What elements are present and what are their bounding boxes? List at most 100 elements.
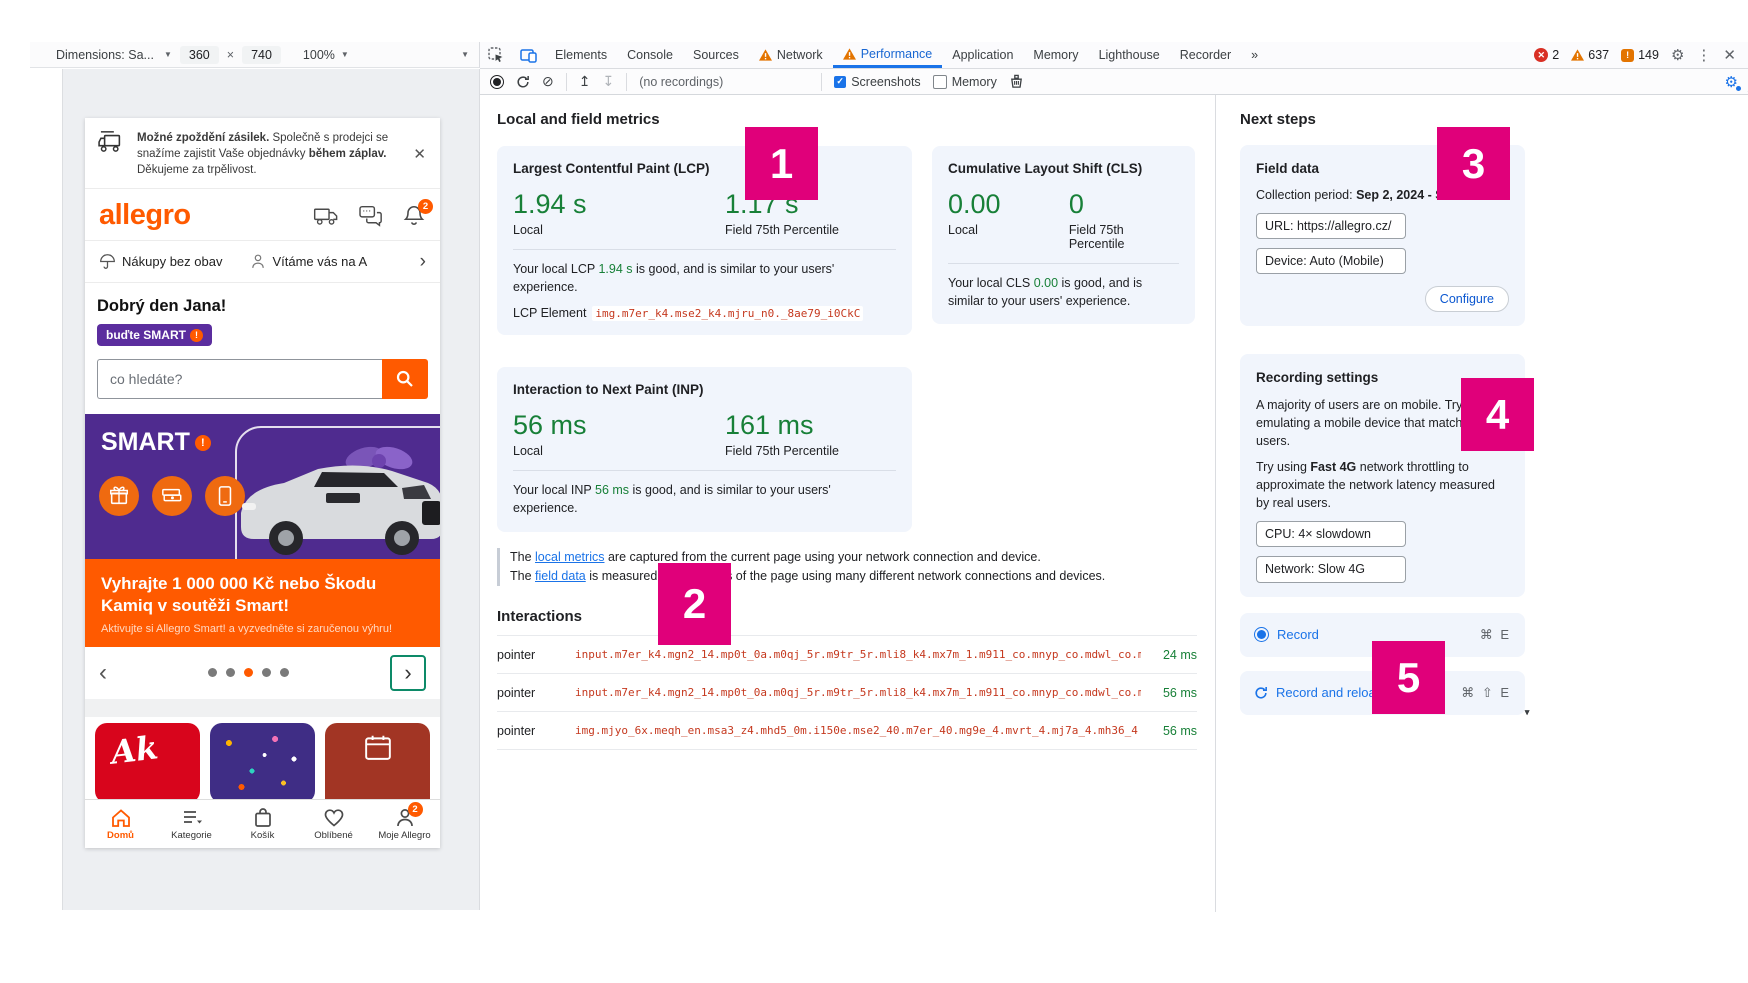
error-count-badge[interactable]: ✕ 2	[1534, 48, 1559, 62]
nav-item-home[interactable]: Domů	[85, 800, 156, 848]
inp-field-label: Field 75th Percentile	[725, 444, 839, 459]
tab-lighthouse[interactable]: Lighthouse	[1098, 48, 1160, 62]
search-bar	[97, 359, 428, 400]
table-row[interactable]: pointer input.m7er_k4.mgn2_14.mp0t_0a.m0…	[497, 635, 1197, 673]
lcp-element-selector[interactable]: img.m7er_k4.mse2_k4.mjru_n0._8ae79_i0CkC	[592, 306, 864, 322]
table-row[interactable]: pointer img.mjyo_6x.meqh_en.msa3_z4.mhd5…	[497, 711, 1197, 751]
notifications-bell-icon[interactable]: 2	[402, 198, 433, 228]
carousel-dot-active[interactable]	[244, 668, 253, 678]
carousel-next-button[interactable]: ›	[390, 654, 426, 691]
promo-tile[interactable]: Ak	[95, 722, 200, 803]
url-select[interactable]: URL: https://allegro.cz/ ▼	[1256, 212, 1531, 717]
interaction-selector[interactable]: img.mjyo_6x.meqh_en.msa3_z4.mhd5_0m.i150…	[575, 724, 1138, 738]
device-toolbar-more-icon[interactable]: ▼	[461, 50, 469, 59]
promo-tile[interactable]	[325, 722, 430, 813]
tab-performance[interactable]: Performance	[832, 42, 943, 68]
carousel-dot[interactable]	[226, 668, 235, 678]
device-select[interactable]: Dimensions: Sa...	[56, 47, 154, 62]
allegro-logo[interactable]: allegro	[99, 199, 191, 232]
settings-gear-icon[interactable]: ⚙	[1670, 47, 1685, 64]
record-reload-shortcut: ⌘ ⇧ E	[1461, 684, 1511, 700]
buyer-protection-link[interactable]: Nákupy bez obav	[122, 254, 223, 270]
tab-network[interactable]: Network	[749, 42, 833, 68]
smart-promo-banner[interactable]: SMART !	[85, 414, 440, 647]
upload-profile-icon[interactable]: ↥	[578, 73, 591, 89]
field-data-link[interactable]: field data	[535, 568, 586, 583]
next-steps-heading: Next steps	[1240, 111, 1316, 128]
viewport-height-input[interactable]: 740	[242, 45, 281, 64]
cpu-throttle-select[interactable]: CPU: 4× slowdown ▼	[1256, 521, 1531, 717]
calendar-icon	[364, 735, 391, 760]
device-mode-icon[interactable]	[512, 42, 545, 68]
tab-sources[interactable]: Sources	[692, 48, 739, 62]
issues-count-badge[interactable]: ! 149	[1621, 48, 1659, 62]
carousel-prev-icon[interactable]: ‹	[99, 658, 107, 686]
close-devtools-icon[interactable]: ✕	[1723, 47, 1736, 64]
delivery-truck-icon[interactable]	[313, 205, 340, 227]
services-row: Nákupy bez obav Vítáme vás na A ›	[85, 240, 440, 284]
memory-checkbox[interactable]: Memory	[932, 74, 997, 89]
nav-item-cart[interactable]: Košík	[227, 800, 298, 848]
recordings-select[interactable]: (no recordings) ▼	[639, 75, 1748, 99]
nav-item-categories[interactable]: Kategorie	[156, 800, 227, 848]
inp-title: Interaction to Next Paint (INP)	[513, 382, 704, 398]
configure-button[interactable]: Configure	[1424, 285, 1509, 312]
carousel-dot[interactable]	[208, 668, 217, 678]
device-select[interactable]: Device: Auto (Mobile) ▼	[1256, 247, 1531, 717]
clear-icon[interactable]: ⊘	[542, 73, 554, 89]
annotation-box-4: 4	[1461, 378, 1534, 451]
record-and-reload-icon[interactable]	[516, 75, 530, 89]
messages-icon[interactable]	[358, 205, 384, 227]
promo-tile[interactable]	[210, 722, 315, 803]
collect-garbage-icon[interactable]	[1009, 74, 1024, 89]
search-button[interactable]	[382, 359, 428, 400]
tab-memory[interactable]: Memory	[1033, 48, 1079, 62]
inp-field-value: 161 ms	[725, 410, 814, 441]
welcome-link[interactable]: Vítáme vás na A	[250, 253, 367, 270]
close-icon[interactable]: ✕	[413, 146, 426, 164]
performance-settings-gear-icon[interactable]: ⚙	[1724, 73, 1742, 91]
more-tabs-button[interactable]: »	[1251, 48, 1259, 62]
chevron-down-icon: ▼	[1523, 707, 1531, 717]
interactions-heading: Interactions	[497, 608, 583, 626]
inspect-element-icon[interactable]	[480, 42, 512, 68]
promo-tiles: Ak	[85, 717, 440, 813]
cls-title: Cumulative Layout Shift (CLS)	[948, 161, 1143, 176]
tab-console[interactable]: Console	[627, 48, 673, 62]
chevron-right-icon[interactable]: ›	[419, 251, 426, 273]
cls-description: Your local CLS 0.00 is good, and is simi…	[948, 276, 1143, 309]
warning-count-badge[interactable]: 637	[1571, 48, 1609, 62]
carousel-dot[interactable]	[262, 668, 271, 678]
record-icon[interactable]	[490, 74, 504, 89]
table-row[interactable]: pointer input.m7er_k4.mgn2_14.mp0t_0a.m0…	[497, 673, 1197, 711]
bottom-navigation: Domů Kategorie Košík Oblíbené 2 Moje All…	[85, 799, 440, 848]
local-metrics-link[interactable]: local metrics	[535, 549, 605, 564]
card-divider	[513, 249, 896, 250]
download-profile-icon: ↧	[602, 73, 615, 89]
network-throttle-select[interactable]: Network: Slow 4G ▼	[1256, 556, 1531, 717]
tab-application[interactable]: Application	[952, 48, 1014, 62]
checkbox-checked-icon: ✓	[834, 75, 847, 88]
metrics-heading: Local and field metrics	[497, 111, 660, 128]
interaction-selector[interactable]: input.m7er_k4.mgn2_14.mp0t_0a.m0qj_5r.m9…	[575, 648, 1141, 662]
banner-carousel-controls: ‹ ›	[85, 647, 440, 699]
viewport-width-input[interactable]: 360	[179, 45, 219, 64]
nav-item-my-allegro[interactable]: 2 Moje Allegro	[378, 802, 431, 841]
chevron-down-icon: ▼	[1523, 707, 1531, 717]
more-menu-icon[interactable]: ⋮	[1696, 47, 1712, 64]
inp-local-value: 56 ms	[513, 410, 587, 441]
tab-recorder[interactable]: Recorder	[1179, 48, 1232, 62]
interaction-selector[interactable]: input.m7er_k4.mgn2_14.mp0t_0a.m0qj_5r.m9…	[575, 686, 1141, 700]
heart-icon	[324, 809, 343, 827]
search-input[interactable]	[97, 359, 382, 400]
tab-elements[interactable]: Elements	[555, 48, 608, 62]
smart-badge[interactable]: buďte SMART !	[97, 324, 212, 347]
nav-item-favorites[interactable]: Oblíbené	[298, 800, 369, 848]
zoom-select[interactable]: 100% ▼	[302, 47, 349, 62]
shopping-bag-icon	[254, 808, 271, 827]
home-icon	[111, 809, 130, 827]
carousel-dot[interactable]	[280, 668, 289, 678]
throttling-advice-text: Try using Fast 4G network throttling to …	[1256, 459, 1496, 511]
screenshots-checkbox[interactable]: ✓ Screenshots	[834, 75, 921, 89]
my-allegro-count-badge: 2	[407, 802, 423, 817]
